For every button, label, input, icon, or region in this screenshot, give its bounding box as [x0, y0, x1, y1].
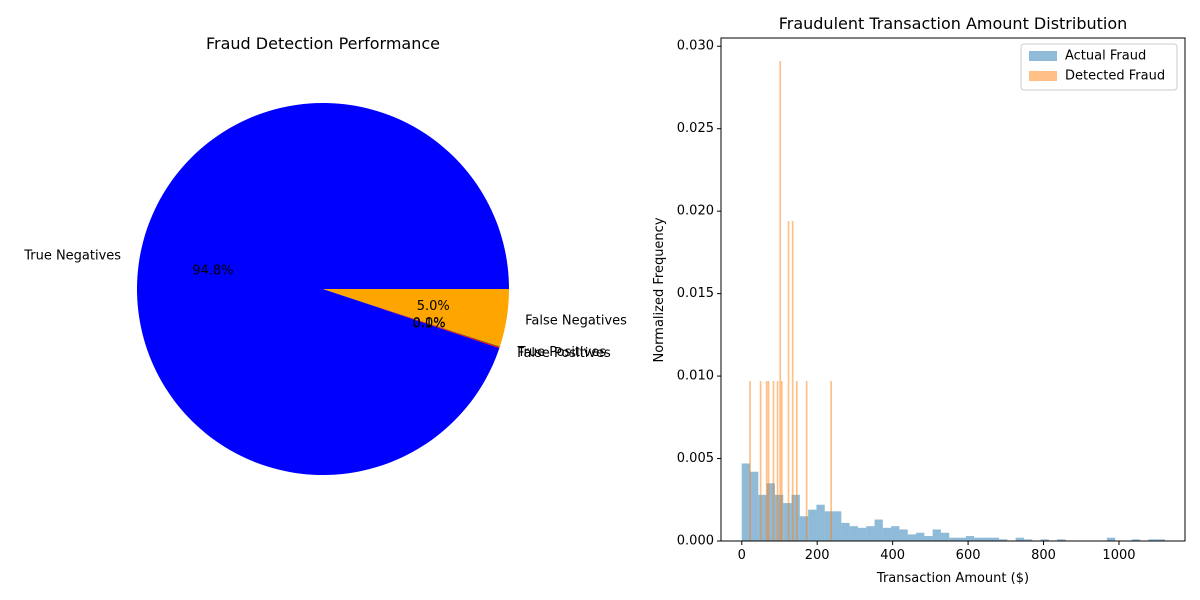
- detected-fraud-bar: [767, 381, 770, 541]
- actual-fraud-bar: [882, 527, 892, 541]
- actual-fraud-bar: [841, 522, 850, 541]
- actual-fraud-bar: [982, 537, 991, 541]
- actual-fraud-bar: [824, 511, 834, 541]
- legend-label-actual-fraud: Actual Fraud: [1065, 49, 1146, 64]
- histogram-axes-frame: [720, 37, 1186, 542]
- actual-fraud-bar: [866, 526, 875, 541]
- histogram-chart: Fraudulent Transaction Amount Distributi…: [652, 14, 1186, 586]
- actual-fraud-bar: [899, 529, 908, 541]
- histogram-x-axis-label: Transaction Amount ($): [876, 571, 1029, 586]
- histogram-legend: Actual Fraud Detected Fraud: [1020, 43, 1178, 91]
- actual-fraud-bar: [907, 534, 917, 541]
- actual-fraud-bar: [833, 511, 842, 541]
- x-tick-label: 800: [1031, 548, 1056, 563]
- pie-label-false-negatives: False Negatives: [525, 314, 627, 329]
- detected-fraud-bar: [805, 381, 808, 541]
- actual-fraud-bar: [816, 504, 825, 541]
- y-tick-label: 0.005: [677, 451, 714, 466]
- actual-fraud-bar: [1057, 539, 1066, 541]
- actual-fraud-bar: [774, 494, 784, 541]
- x-tick-label: 200: [805, 548, 830, 563]
- actual-fraud-bar: [1131, 539, 1141, 541]
- pie-labels: True Negatives 94.8% False Positives 0.1% Tr…: [23, 249, 627, 361]
- actual-fraud-bar: [1148, 539, 1157, 541]
- actual-fraud-bar: [808, 509, 817, 541]
- legend-box: [1020, 43, 1178, 91]
- actual-fraud-bar: [874, 519, 883, 541]
- actual-fraud-bar: [1015, 537, 1024, 541]
- actual-fraud-bar: [766, 483, 775, 541]
- detected-fraud-bar: [776, 381, 779, 541]
- actual-fraud-bar: [1040, 539, 1049, 541]
- actual-fraud-bar: [924, 536, 933, 541]
- pie-pct-true-negatives: 94.8%: [192, 264, 233, 279]
- y-tick-label: 0.030: [677, 39, 714, 54]
- histogram-series-actual-fraud: [741, 463, 1166, 541]
- pie-pct-false-positives: 0.1%: [412, 317, 445, 332]
- actual-fraud-bar: [957, 537, 966, 541]
- histogram-y-ticks: 0.000 0.005 0.010 0.015 0.020 0.025 0.030: [677, 39, 721, 549]
- pie-slices: [136, 102, 509, 475]
- actual-fraud-bar: [916, 532, 925, 541]
- actual-fraud-bar: [949, 537, 958, 541]
- actual-fraud-bar: [1156, 539, 1166, 541]
- pie-slice-false-positives: [323, 289, 500, 349]
- pie-label-true-positives: True Positives: [516, 345, 606, 360]
- x-tick-label: 0: [738, 548, 746, 563]
- actual-fraud-bar: [940, 532, 950, 541]
- actual-fraud-bar: [849, 526, 858, 541]
- y-tick-label: 0.010: [677, 369, 714, 384]
- legend-label-detected-fraud: Detected Fraud: [1065, 69, 1165, 84]
- detected-fraud-bar: [772, 381, 775, 541]
- actual-fraud-bar: [990, 537, 1000, 541]
- y-tick-label: 0.000: [677, 534, 714, 549]
- actual-fraud-bar: [791, 494, 800, 541]
- detected-fraud-bar: [765, 381, 768, 541]
- x-tick-label: 400: [880, 548, 905, 563]
- detected-fraud-bar: [759, 381, 762, 541]
- actual-fraud-bar: [1023, 539, 1033, 541]
- histogram-title: Fraudulent Transaction Amount Distributi…: [779, 14, 1128, 33]
- actual-fraud-bar: [750, 471, 759, 541]
- histogram-x-ticks: 0 200 400 600 800 1000: [738, 541, 1136, 563]
- pie-pct-true-positives: 0.0%: [413, 316, 446, 331]
- detected-fraud-bar: [749, 381, 751, 541]
- detected-fraud-bar: [791, 221, 794, 541]
- y-tick-label: 0.020: [677, 204, 714, 219]
- detected-fraud-bar: [787, 221, 790, 541]
- pie-label-false-positives: False Positives: [517, 346, 611, 361]
- actual-fraud-bar: [783, 503, 792, 541]
- actual-fraud-bar: [891, 526, 900, 541]
- actual-fraud-bar: [965, 536, 975, 541]
- pie-slice-true-negatives: [136, 102, 509, 475]
- actual-fraud-bar: [857, 527, 867, 541]
- pie-title: Fraud Detection Performance: [206, 34, 440, 53]
- detected-fraud-bar: [779, 61, 782, 541]
- x-tick-label: 1000: [1102, 548, 1135, 563]
- histogram-series-detected-fraud: [749, 61, 832, 541]
- histogram-y-axis-label: Normalized Frequency: [652, 217, 667, 362]
- legend-swatch-detected-fraud: [1029, 71, 1057, 81]
- legend-swatch-actual-fraud: [1029, 51, 1057, 61]
- pie-pct-false-negatives: 5.0%: [417, 299, 450, 314]
- actual-fraud-bar: [974, 537, 983, 541]
- actual-fraud-bar: [799, 516, 809, 541]
- y-tick-label: 0.015: [677, 286, 714, 301]
- pie-label-true-negatives: True Negatives: [23, 249, 121, 264]
- pie-slice-true-positives: [323, 289, 500, 348]
- actual-fraud-bar: [932, 529, 941, 541]
- detected-fraud-bar: [780, 381, 783, 541]
- actual-fraud-bar: [999, 539, 1008, 541]
- y-tick-label: 0.025: [677, 121, 714, 136]
- pie-chart: Fraud Detection Performance True Negativ…: [23, 34, 627, 475]
- x-tick-label: 600: [956, 548, 981, 563]
- detected-fraud-bar: [795, 381, 798, 541]
- actual-fraud-bar: [1106, 537, 1116, 541]
- detected-fraud-bar: [830, 381, 832, 541]
- pie-slice-false-negatives: [323, 289, 509, 347]
- actual-fraud-bar: [741, 463, 751, 541]
- actual-fraud-bar: [758, 494, 767, 541]
